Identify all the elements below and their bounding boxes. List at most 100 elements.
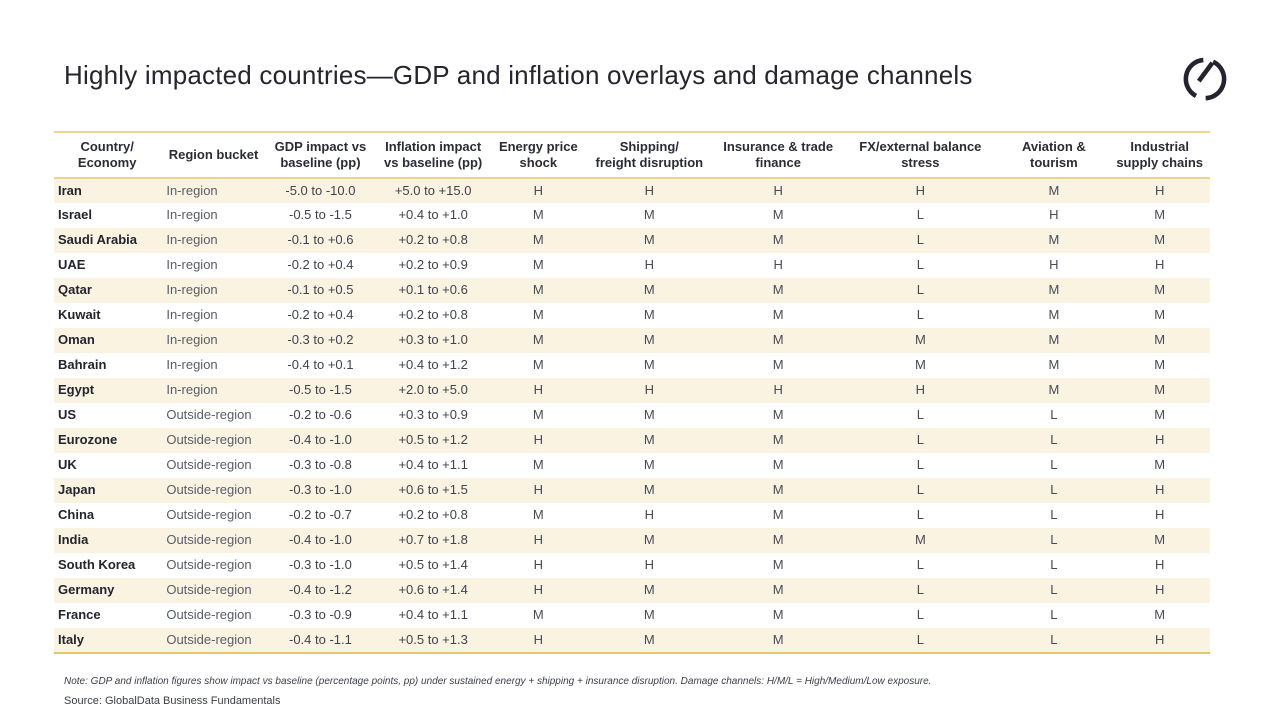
country-cell: Iran <box>58 182 82 198</box>
aviation-cell: M <box>1048 182 1060 198</box>
insurance-cell: M <box>772 332 784 348</box>
shipping-cell: M <box>643 332 655 348</box>
inflation-cell: +0.1 to +0.6 <box>398 282 468 298</box>
region-cell: In-region <box>166 382 218 398</box>
country-cell: Kuwait <box>58 307 101 323</box>
globaldata-logo-icon <box>1183 57 1227 101</box>
energy-cell: M <box>532 207 544 223</box>
shipping-cell: H <box>644 507 654 523</box>
table-row: Eurozone Outside-region -0.4 to -1.0 +0.5 t… <box>54 428 1210 453</box>
inflation-cell: +0.5 to +1.4 <box>398 557 468 573</box>
industrial-cell: M <box>1154 607 1166 623</box>
country-cell: UK <box>58 457 77 473</box>
insurance-cell: M <box>772 307 784 323</box>
region-cell: Outside-region <box>166 582 252 598</box>
col-header-industrial: Industrial supply chains <box>1116 139 1204 170</box>
insurance-cell: M <box>772 432 784 448</box>
fx-cell: L <box>916 582 924 598</box>
industrial-cell: M <box>1154 207 1166 223</box>
table-row: Oman In-region -0.3 to +0.2 +0.3 to +1.0 M M M… <box>54 328 1210 353</box>
fx-cell: L <box>916 432 924 448</box>
gdp-cell: -0.3 to -0.9 <box>289 607 352 623</box>
col-header-insurance: Insurance & trade finance <box>723 139 834 170</box>
country-cell: US <box>58 407 77 423</box>
region-cell: In-region <box>166 182 218 198</box>
aviation-cell: L <box>1050 607 1058 623</box>
region-cell: Outside-region <box>166 407 252 423</box>
insurance-cell: M <box>772 357 784 373</box>
fx-cell: L <box>916 607 924 623</box>
shipping-cell: M <box>643 357 655 373</box>
gdp-cell: -0.2 to -0.7 <box>289 507 352 523</box>
country-cell: India <box>58 532 89 548</box>
aviation-cell: L <box>1050 582 1058 598</box>
table-row: Israel In-region -0.5 to -1.5 +0.4 to +1.0 M… <box>54 203 1210 228</box>
gdp-cell: -0.4 to +0.1 <box>287 357 354 373</box>
energy-cell: M <box>532 407 544 423</box>
shipping-cell: H <box>644 257 654 273</box>
table-row: US Outside-region -0.2 to -0.6 +0.3 to +0.9… <box>54 403 1210 428</box>
gdp-cell: -0.5 to -1.5 <box>289 382 352 398</box>
col-header-aviation: Aviation & tourism <box>1021 139 1086 170</box>
gdp-cell: -0.4 to -1.0 <box>289 532 352 548</box>
industrial-cell: M <box>1154 382 1166 398</box>
gdp-cell: -0.3 to -1.0 <box>289 482 352 498</box>
table-row: Bahrain In-region -0.4 to +0.1 +0.4 to +1.2… <box>54 353 1210 378</box>
insurance-cell: M <box>772 482 784 498</box>
fx-cell: L <box>916 232 924 248</box>
impact-table: Country/ Economy Region bucket GDP impac… <box>54 131 1210 654</box>
table-row: Germany Outside-region -0.4 to -1.2 +0.6 to… <box>54 578 1210 603</box>
country-cell: Oman <box>58 332 95 348</box>
fx-cell: L <box>916 507 924 523</box>
inflation-cell: +0.2 to +0.8 <box>398 507 468 523</box>
industrial-cell: H <box>1154 257 1165 273</box>
aviation-cell: M <box>1048 382 1060 398</box>
country-cell: Bahrain <box>58 357 107 373</box>
table-row: China Outside-region -0.2 to -0.7 +0.2 to +… <box>54 503 1210 528</box>
shipping-cell: M <box>643 631 655 647</box>
energy-cell: H <box>533 432 544 448</box>
fx-cell: L <box>916 257 924 273</box>
fx-cell: L <box>916 631 924 647</box>
gdp-cell: -0.3 to +0.2 <box>287 332 354 348</box>
industrial-cell: H <box>1154 432 1165 448</box>
col-header-shipping: Shipping/ freight disruption <box>595 139 704 170</box>
shipping-cell: M <box>643 282 655 298</box>
region-cell: Outside-region <box>166 631 252 647</box>
inflation-cell: +0.4 to +1.0 <box>398 207 468 223</box>
energy-cell: H <box>533 482 544 498</box>
insurance-cell: M <box>772 457 784 473</box>
aviation-cell: L <box>1050 507 1058 523</box>
gdp-cell: -0.2 to -0.6 <box>289 407 352 423</box>
aviation-cell: H <box>1049 257 1059 273</box>
insurance-cell: M <box>772 407 784 423</box>
region-cell: In-region <box>166 357 218 373</box>
fx-cell: M <box>914 357 926 373</box>
region-cell: Outside-region <box>166 557 252 573</box>
industrial-cell: H <box>1154 557 1165 573</box>
shipping-cell: M <box>643 532 655 548</box>
table-header: Country/ Economy Region bucket GDP impac… <box>54 132 1210 178</box>
col-header-region: Region bucket <box>168 147 259 163</box>
gdp-cell: -0.3 to -1.0 <box>289 557 352 573</box>
table-body: Iran In-region -5.0 to -10.0 +5.0 to +15.0 H… <box>54 178 1210 653</box>
fx-cell: L <box>916 482 924 498</box>
industrial-cell: H <box>1154 507 1165 523</box>
fx-cell: H <box>915 182 926 198</box>
aviation-cell: L <box>1050 557 1058 573</box>
insurance-cell: M <box>772 207 784 223</box>
inflation-cell: +0.3 to +0.9 <box>398 407 468 423</box>
fx-cell: L <box>916 207 924 223</box>
country-cell: Egypt <box>58 382 95 398</box>
region-cell: Outside-region <box>166 532 252 548</box>
gdp-cell: -0.2 to +0.4 <box>287 257 354 273</box>
energy-cell: M <box>532 507 544 523</box>
energy-cell: H <box>533 557 544 573</box>
energy-cell: M <box>532 357 544 373</box>
gdp-cell: -0.2 to +0.4 <box>287 307 354 323</box>
country-cell: China <box>58 507 95 523</box>
region-cell: Outside-region <box>166 457 252 473</box>
insurance-cell: M <box>772 631 784 647</box>
aviation-cell: M <box>1048 232 1060 248</box>
aviation-cell: L <box>1050 631 1058 647</box>
